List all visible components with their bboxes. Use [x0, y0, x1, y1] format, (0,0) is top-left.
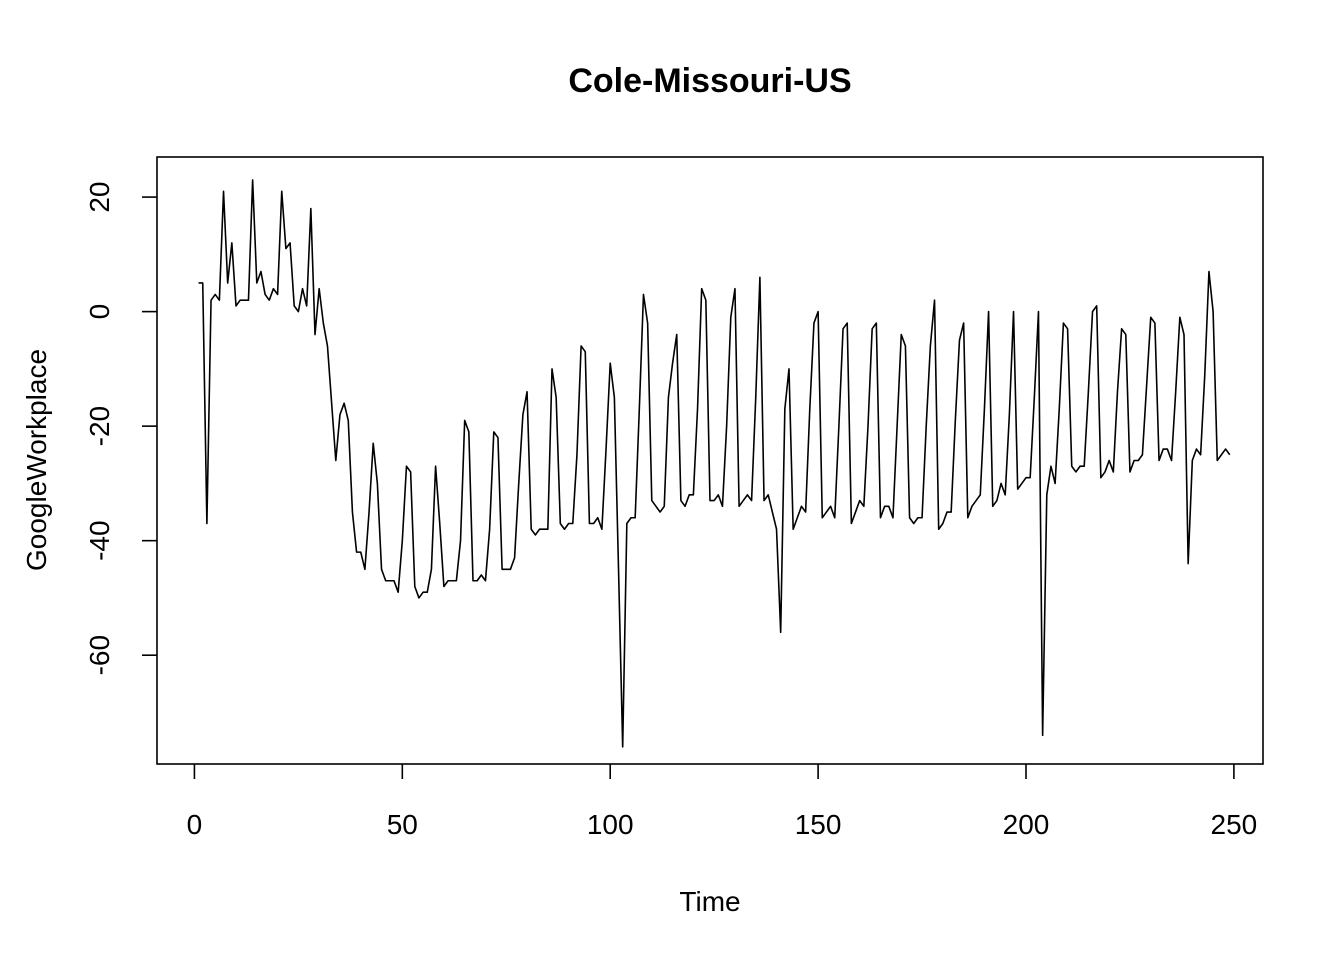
chart-title: Cole-Missouri-US: [568, 62, 851, 100]
y-tick-label: -20: [84, 406, 115, 446]
x-tick-label: 50: [387, 809, 418, 840]
y-axis-label: GoogleWorkplace: [21, 349, 52, 571]
y-tick-label: -60: [84, 635, 115, 675]
x-axis: 0 50 100 150 200 250: [187, 764, 1258, 840]
x-tick-label: 0: [187, 809, 203, 840]
x-tick-label: 100: [587, 809, 634, 840]
y-axis: -60 -40 -20 0 20: [84, 182, 157, 675]
y-tick-label: -40: [84, 520, 115, 560]
y-tick-label: 20: [84, 182, 115, 213]
x-axis-label: Time: [679, 886, 740, 917]
x-tick-label: 150: [795, 809, 842, 840]
plot-frame: [156, 156, 1264, 765]
x-tick-label: 200: [1003, 809, 1050, 840]
series-line: [198, 179, 1231, 748]
y-tick-label: 0: [84, 304, 115, 320]
x-tick-label: 250: [1211, 809, 1258, 840]
